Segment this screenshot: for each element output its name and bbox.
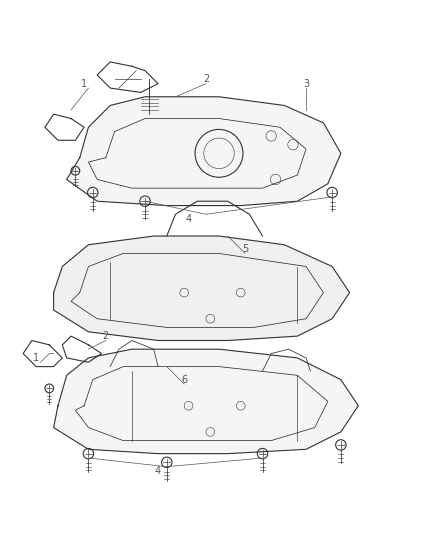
Text: 1: 1 bbox=[81, 79, 87, 88]
Text: 4: 4 bbox=[185, 214, 191, 224]
Text: 6: 6 bbox=[181, 375, 187, 385]
Polygon shape bbox=[67, 97, 341, 206]
Text: 2: 2 bbox=[203, 75, 209, 84]
Text: 4: 4 bbox=[155, 466, 161, 476]
Text: 1: 1 bbox=[33, 353, 39, 363]
Text: 5: 5 bbox=[242, 244, 248, 254]
Text: 3: 3 bbox=[303, 79, 309, 88]
Polygon shape bbox=[53, 236, 350, 341]
Text: 2: 2 bbox=[103, 331, 109, 341]
Polygon shape bbox=[53, 349, 358, 454]
